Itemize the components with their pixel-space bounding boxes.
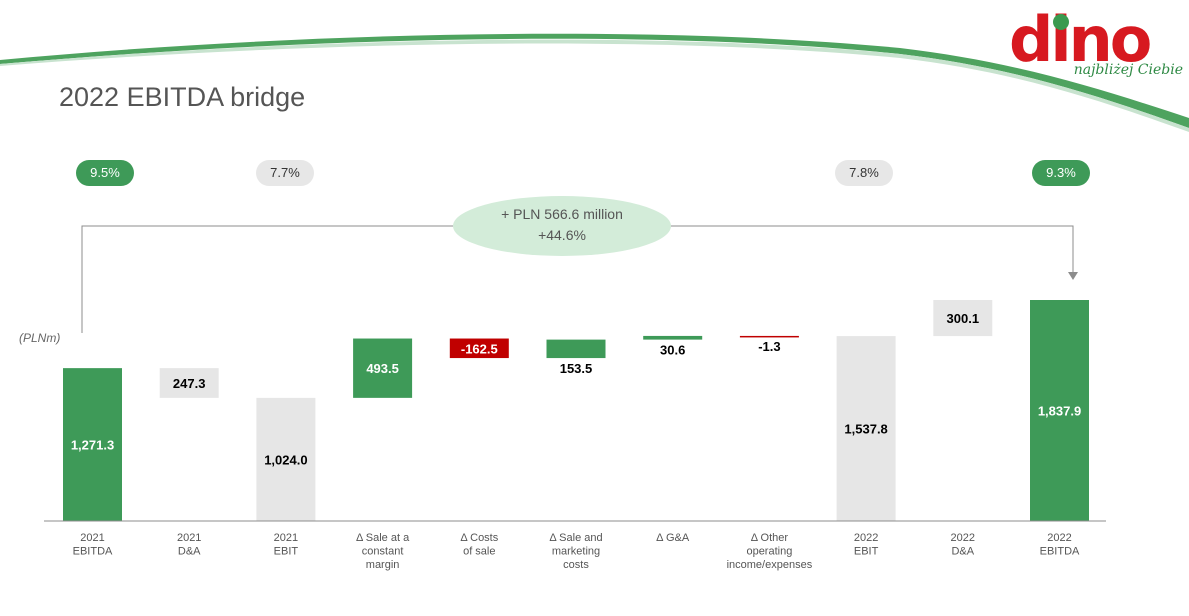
margin-badge-2022-ebitda: 9.3% — [1032, 160, 1090, 186]
change-relative: +44.6% — [538, 227, 586, 243]
tick-label-2022-d-a: 2022 D&A — [951, 532, 975, 558]
value-label-2022-ebitda: 1,837.9 — [1038, 404, 1081, 419]
change-callout: + PLN 566.6 million +44.6% — [453, 196, 671, 256]
page-title: 2022 EBITDA bridge — [59, 82, 306, 112]
margin-badge-2021-ebitda: 9.5% — [76, 160, 134, 186]
bar-2021-ebitda — [63, 368, 122, 521]
bar-2021-ebit — [256, 397, 316, 521]
logo-tagline: najbliżej Ciebie — [1073, 62, 1183, 78]
logo-wordmark: dino — [1009, 3, 1152, 76]
bar-2022-ebit — [836, 336, 896, 521]
change-absolute: + PLN 566.6 million — [501, 206, 623, 222]
tick-label-sale-at-a-constant-margin: Δ Sale at a constant margin — [356, 532, 410, 571]
bar-g-a — [643, 335, 703, 340]
tick-label-other-operating-income-expenses: Δ Other operating income/expenses — [727, 532, 813, 571]
dino-logo: dino najbliżej Ciebie — [1003, 3, 1183, 86]
value-label-costs-of-sale: -162.5 — [461, 341, 498, 356]
tick-label-2021-ebit: 2021 EBIT — [274, 532, 299, 558]
bar-sale-at-a-constant-margin — [353, 338, 413, 398]
value-label-2022-ebit: 1,537.8 — [844, 422, 887, 437]
value-label-g-a: 30.6 — [660, 343, 685, 358]
value-label-sale-at-a-constant-margin: 493.5 — [366, 361, 399, 376]
bar-other-operating-income-expenses — [739, 335, 799, 338]
tick-label-2022-ebitda: 2022 EBITDA — [1040, 532, 1080, 558]
bar-costs-of-sale — [449, 338, 509, 359]
tick-label-sale-and-marketing-costs: Δ Sale and marketing costs — [549, 532, 602, 571]
margin-badge-2022-ebit: 7.8% — [835, 160, 893, 186]
tick-label-g-a: Δ G&A — [656, 532, 690, 544]
logo-dot — [1053, 14, 1069, 30]
value-label-2021-d-a: 247.3 — [173, 376, 206, 391]
value-label-sale-and-marketing-costs: 153.5 — [560, 361, 593, 376]
arrow-head-icon — [1068, 272, 1078, 280]
margin-badge-2021-ebit: 7.7% — [256, 160, 314, 186]
unit-label: (PLNm) — [19, 331, 61, 345]
bar-2021-d-a — [159, 368, 219, 398]
bar-2022-d-a — [933, 300, 993, 337]
value-label-2021-ebitda: 1,271.3 — [71, 438, 114, 453]
value-label-2022-d-a: 300.1 — [947, 311, 980, 326]
bar-2022-ebitda — [1030, 300, 1089, 521]
tick-label-2022-ebit: 2022 EBIT — [854, 532, 879, 558]
value-label-2021-ebit: 1,024.0 — [264, 452, 307, 467]
tick-label-2021-d-a: 2021 D&A — [177, 532, 201, 558]
tick-label-2021-ebitda: 2021 EBITDA — [73, 532, 113, 558]
value-label-other-operating-income-expenses: -1.3 — [758, 339, 780, 354]
bar-sale-and-marketing-costs — [546, 339, 606, 359]
tick-label-costs-of-sale: Δ Costs of sale — [460, 532, 498, 558]
